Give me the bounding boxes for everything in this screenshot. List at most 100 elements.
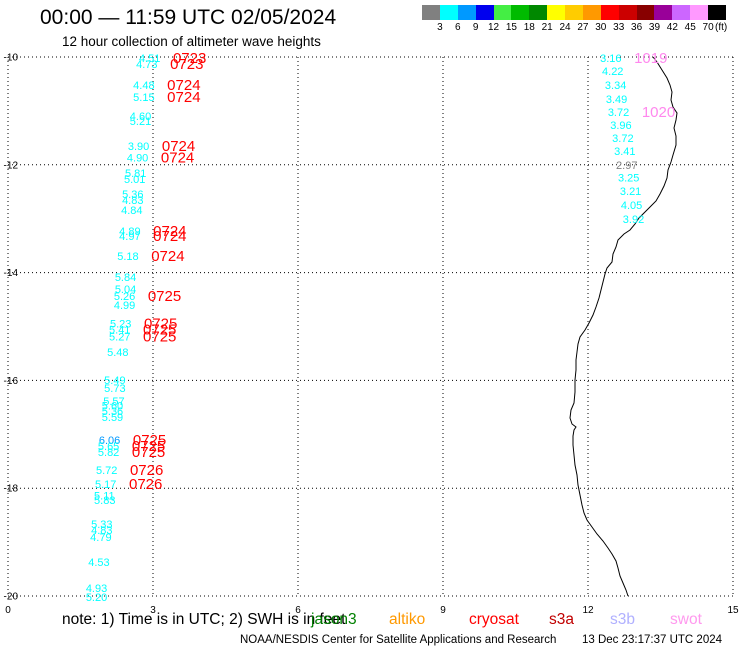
pass-time-label: 0725: [143, 329, 176, 346]
pass-time-label: 0725: [132, 438, 165, 455]
pass-time-label: 0723: [173, 50, 206, 67]
swh-value-label: 5.04: [115, 284, 136, 296]
pass-time-label: 0724: [162, 138, 195, 155]
swh-value-label: 3.92: [623, 214, 644, 226]
x-tick-label: 3: [150, 605, 156, 616]
pass-time-label: 0726: [130, 462, 163, 479]
legend-tick-label: 6: [454, 22, 461, 33]
swh-value-label: 3.72: [608, 107, 629, 119]
satellite-label-s3a: s3a: [549, 611, 574, 628]
pass-time-label: 1019: [634, 50, 667, 67]
pass-time-label: 0724: [153, 223, 186, 240]
swh-value-label: 5.84: [115, 272, 136, 284]
y-tick-label: -12: [4, 160, 19, 171]
map-grid: [7, 56, 734, 597]
swh-value-label: 4.48: [133, 80, 154, 92]
swh-value-label: 3.41: [614, 146, 635, 158]
swh-value-label: 5.36: [122, 189, 143, 201]
swh-value-label: 5.18: [117, 251, 138, 263]
legend-color-swatch: [690, 5, 708, 20]
pass-time-label: 0724: [167, 89, 200, 106]
swh-value-label: 3.21: [620, 186, 641, 198]
swh-value-label: 5.01: [124, 174, 145, 186]
legend-tick-label: 21: [541, 22, 553, 33]
swh-value-label: 4.89: [119, 226, 140, 238]
swh-value-label: 4.79: [90, 532, 111, 544]
legend-color-swatch: [475, 5, 494, 20]
legend-color-swatch: [672, 5, 691, 20]
x-tick-label: 0: [5, 605, 11, 616]
legend-tick-label: 3: [437, 22, 443, 33]
swh-value-label: 5.57: [103, 396, 124, 408]
legend-color-swatch: [708, 5, 726, 20]
swh-value-label: 4.97: [119, 231, 140, 243]
swh-value-label: 5.48: [107, 347, 128, 359]
page-subtitle: 12 hour collection of altimeter wave hei…: [62, 34, 321, 49]
legend-tick-label: 27: [577, 22, 589, 33]
altimeter-observations: 4.51 0723 4.73 0723 4.48 0724 5.15 0724 4.605.21…: [86, 50, 675, 604]
swh-value-label: 3.96: [610, 120, 631, 132]
swh-value-label: 4.90: [127, 152, 148, 164]
swh-value-label: 5.65: [98, 441, 119, 453]
swh-value-label: 4.22: [602, 66, 623, 78]
y-tick-label: -14: [4, 268, 19, 279]
swh-value-label: 5.72: [96, 465, 117, 477]
pass-time-label: 0724: [153, 228, 186, 245]
swh-value-label: 5.49: [104, 375, 125, 387]
legend-color-swatch: [457, 5, 476, 20]
wave-height-color-legend: [422, 5, 726, 20]
legend-color-swatch: [511, 5, 530, 20]
legend-tick-label: 36: [631, 22, 643, 33]
legend-tick-label: 9: [472, 22, 479, 33]
swh-value-label: 5.60: [102, 401, 123, 413]
legend-unit-label: (ft): [715, 22, 728, 33]
swh-value-label: 5.83: [94, 495, 115, 507]
y-tick-label: -18: [4, 484, 19, 495]
satellite-label-swot: swot: [670, 611, 702, 628]
pass-time-label: 0725: [132, 444, 165, 461]
footer-timestamp: 13 Dec 23:17:37 UTC 2024: [582, 634, 723, 646]
x-tick-label: 15: [727, 605, 739, 616]
legend-tick-labels: 3 6 9 12 15 18 21 24 27 30 33 36 39 42 45 70: [422, 22, 726, 34]
swh-value-label: 4.83: [91, 525, 112, 537]
legend-tick-label: 70: [702, 22, 714, 33]
legend-tick-label: 45: [684, 22, 696, 33]
satellite-label-jason3: jason3: [311, 611, 357, 628]
x-tick-label: 9: [440, 605, 446, 616]
legend-tick-label: 30: [595, 22, 607, 33]
legend-tick-label: 33: [613, 22, 625, 33]
swh-value-label: 4.53: [88, 557, 109, 569]
satellite-label-cryosat: cryosat: [469, 611, 519, 628]
satellite-label-s3b: s3b: [610, 611, 635, 628]
swh-value-label: 3.72: [612, 133, 633, 145]
pass-time-label: 0725: [144, 315, 177, 332]
x-tick-label: 12: [582, 605, 594, 616]
legend-color-swatch: [618, 5, 637, 20]
swh-value-label: 3.90: [128, 141, 149, 153]
swh-value-label: 4.93: [86, 583, 107, 595]
swh-value-label: 3.49: [606, 94, 627, 106]
coastline: [569, 56, 678, 597]
swh-value-label: 5.41: [109, 325, 130, 337]
legend-tick-label: 15: [505, 22, 517, 33]
page-title: 00:00 — 11:59 UTC 02/05/2024: [40, 6, 337, 29]
pass-time-label: 0724: [161, 149, 194, 166]
pass-time-label: 0725: [143, 322, 176, 339]
legend-color-swatch: [529, 5, 548, 20]
legend-tick-label: 12: [487, 22, 500, 33]
swh-value-label: 4.51: [139, 53, 160, 65]
legend-color-swatch: [493, 5, 512, 20]
legend-color-swatch: [636, 5, 655, 20]
legend-color-swatch: [600, 5, 619, 20]
legend-color-swatch: [565, 5, 583, 20]
units-note: note: 1) Time is in UTC; 2) SWH is in fe…: [62, 611, 346, 628]
swh-value-label: 3.34: [605, 80, 626, 92]
swh-value-label: 5.17: [95, 479, 116, 491]
pass-time-label: 0723: [170, 56, 203, 73]
swh-value-label: 4.05: [621, 200, 642, 212]
legend-tick-label: 42: [666, 22, 678, 33]
swh-value-label: 4.84: [121, 205, 142, 217]
swh-value-label: 4.60: [130, 111, 151, 123]
swh-value-label: 4.99: [114, 300, 135, 312]
